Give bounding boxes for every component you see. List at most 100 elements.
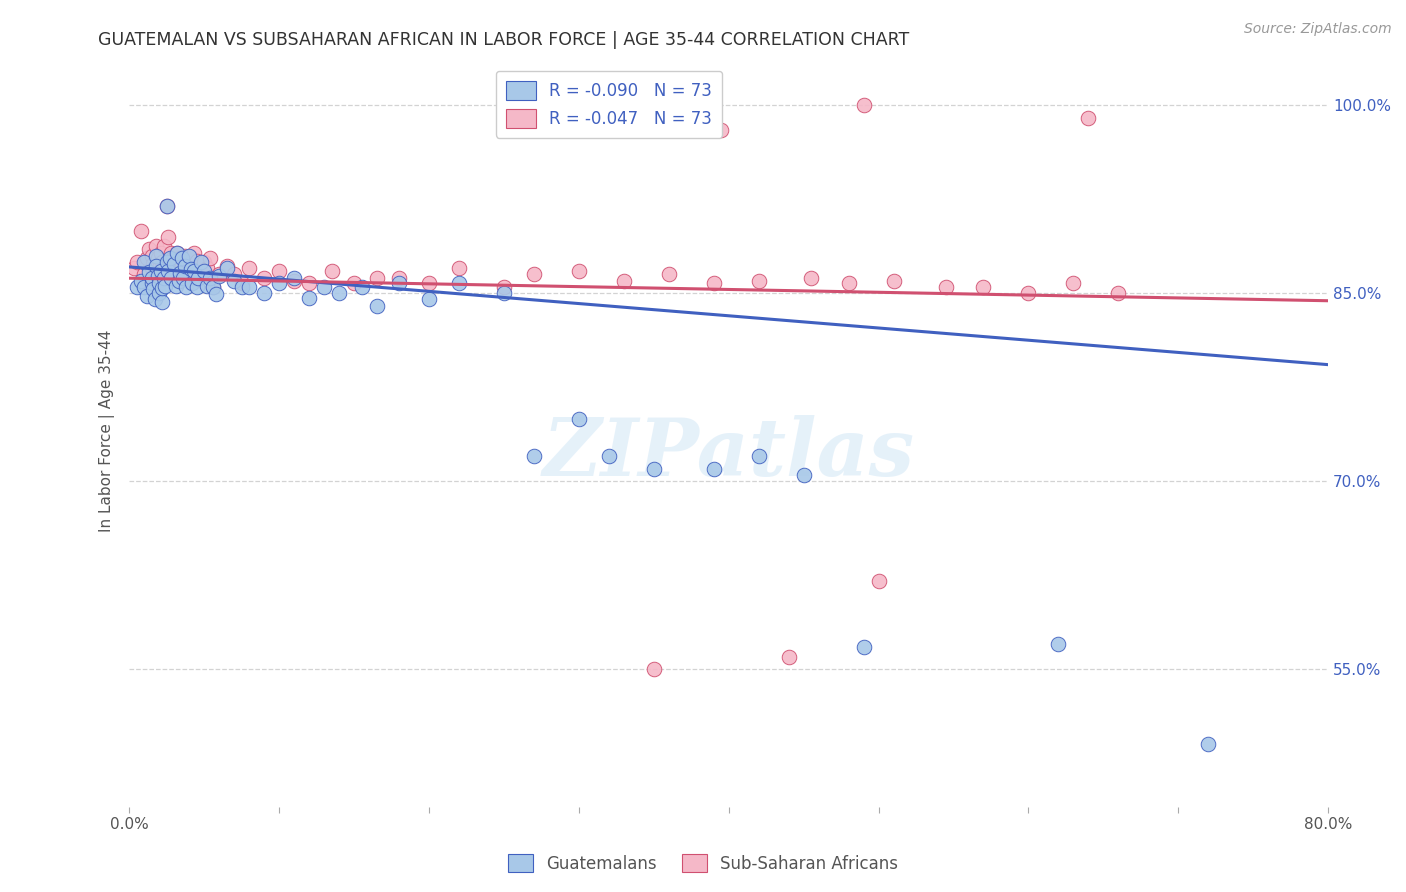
Point <box>145 249 167 263</box>
Point <box>134 280 156 294</box>
Point <box>253 286 276 301</box>
Point <box>202 280 225 294</box>
Point <box>150 295 173 310</box>
Point <box>748 274 770 288</box>
Point <box>142 257 165 271</box>
Point <box>193 263 215 277</box>
Point <box>156 198 179 212</box>
Point <box>174 253 197 268</box>
Point <box>388 276 411 290</box>
Point <box>156 255 179 269</box>
Point <box>208 268 231 282</box>
Point <box>198 251 221 265</box>
Point <box>838 276 860 290</box>
Point <box>658 268 681 282</box>
Point <box>1062 276 1084 290</box>
Point <box>198 271 221 285</box>
Point <box>1107 286 1129 301</box>
Point <box>710 123 733 137</box>
Point <box>150 255 173 269</box>
Point <box>568 411 591 425</box>
Point <box>972 280 994 294</box>
Legend: R = -0.090   N = 73, R = -0.047   N = 73: R = -0.090 N = 73, R = -0.047 N = 73 <box>496 71 721 138</box>
Point <box>868 574 890 589</box>
Point <box>180 262 202 277</box>
Point <box>134 268 156 282</box>
Point <box>269 276 291 290</box>
Point <box>170 259 193 273</box>
Point <box>613 274 636 288</box>
Point <box>150 281 173 295</box>
Point <box>366 299 388 313</box>
Point <box>703 461 725 475</box>
Point <box>447 276 470 290</box>
Point <box>157 230 180 244</box>
Point <box>703 276 725 290</box>
Point <box>1047 637 1070 651</box>
Point <box>156 198 179 212</box>
Point <box>142 283 165 297</box>
Point <box>138 265 160 279</box>
Point <box>166 246 188 260</box>
Point <box>186 253 208 268</box>
Point <box>167 274 190 288</box>
Point <box>169 266 191 280</box>
Point <box>298 276 321 290</box>
Point <box>134 255 156 269</box>
Point <box>145 259 167 273</box>
Point <box>283 274 305 288</box>
Point <box>145 238 167 252</box>
Point <box>174 280 197 294</box>
Point <box>492 286 515 301</box>
Point <box>166 246 188 260</box>
Point <box>122 261 145 276</box>
Point <box>136 251 159 265</box>
Point <box>350 280 373 294</box>
Point <box>328 286 350 301</box>
Point <box>129 223 152 237</box>
Point <box>748 449 770 463</box>
Point <box>215 261 238 276</box>
Point <box>366 271 388 285</box>
Point <box>388 271 411 285</box>
Point <box>162 251 184 265</box>
Point <box>148 276 170 290</box>
Point <box>159 251 181 265</box>
Point <box>778 649 800 664</box>
Point <box>152 238 174 252</box>
Point <box>172 271 194 285</box>
Point <box>195 261 218 276</box>
Point <box>167 253 190 268</box>
Point <box>160 271 183 285</box>
Point <box>170 251 193 265</box>
Point <box>155 261 177 276</box>
Text: ZIPatlas: ZIPatlas <box>543 415 915 492</box>
Point <box>181 276 204 290</box>
Point <box>418 293 440 307</box>
Point <box>523 449 546 463</box>
Point <box>179 249 201 263</box>
Point <box>186 280 208 294</box>
Point <box>149 246 172 260</box>
Point <box>238 261 260 276</box>
Point <box>205 287 228 301</box>
Point <box>163 257 186 271</box>
Point <box>146 268 169 283</box>
Point <box>793 467 815 482</box>
Point <box>180 251 202 265</box>
Point <box>173 259 195 273</box>
Point <box>169 251 191 265</box>
Point <box>138 243 160 257</box>
Point <box>321 263 343 277</box>
Point <box>195 278 218 293</box>
Point <box>129 274 152 288</box>
Point <box>165 278 187 293</box>
Point <box>215 259 238 273</box>
Point <box>188 268 211 282</box>
Point <box>202 280 225 294</box>
Point <box>149 263 172 277</box>
Point <box>125 255 148 269</box>
Point <box>312 280 335 294</box>
Point <box>852 640 875 654</box>
Point <box>643 662 665 676</box>
